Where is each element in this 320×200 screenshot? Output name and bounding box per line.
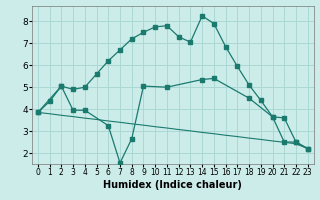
- X-axis label: Humidex (Indice chaleur): Humidex (Indice chaleur): [103, 180, 242, 190]
